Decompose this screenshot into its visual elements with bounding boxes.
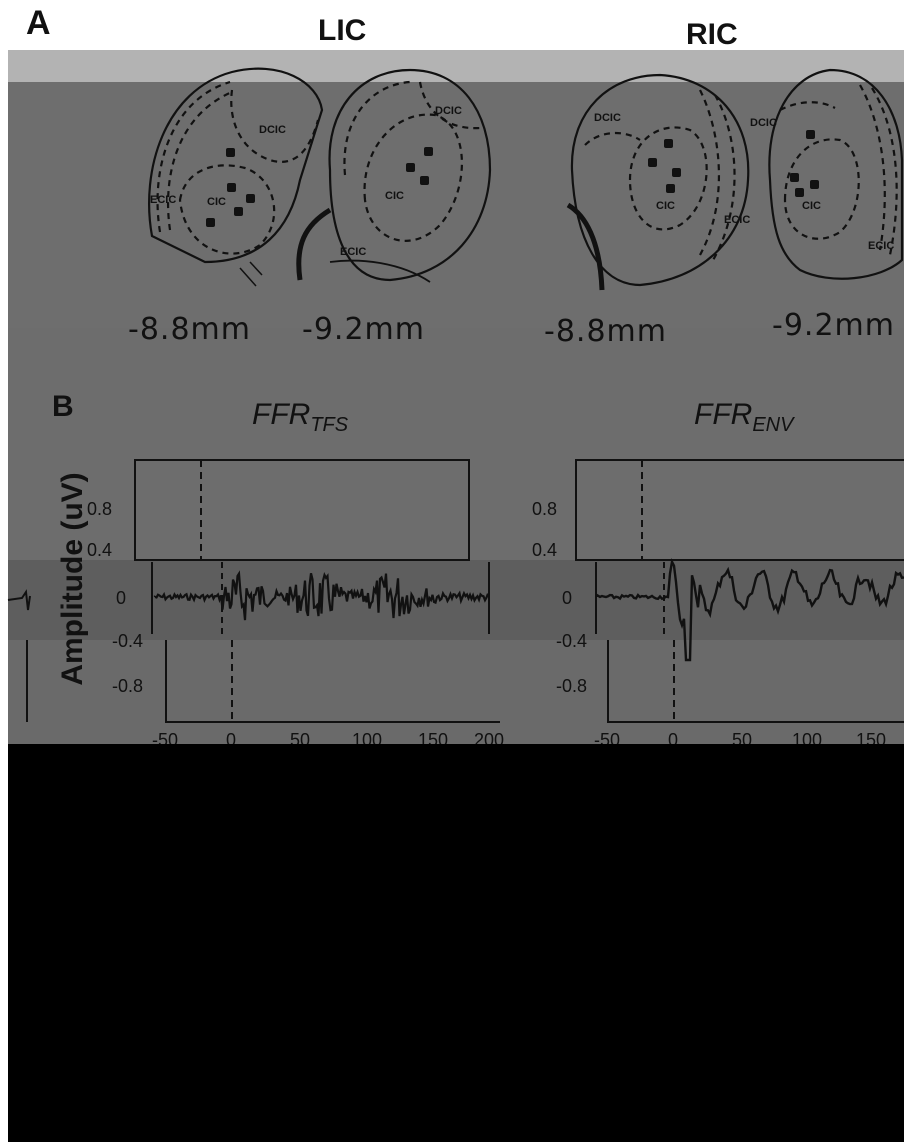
ffr-tfs-title-sub: TFS [310,414,349,436]
band-top-light [8,50,904,82]
tfs-ytick-0: 0 [116,588,127,608]
tfs-ytick-0.4: 0.4 [87,540,113,560]
tfs-ytick-neg0.4: -0.4 [112,631,144,651]
region-label-ecic-4: ECIC [868,240,895,252]
region-label-cic-4: CIC [802,200,821,212]
band-waveform [8,560,904,640]
tfs-ytick-neg0.8: -0.8 [112,676,144,696]
black-cover [8,744,904,1142]
region-label-ecic-1: ECIC [150,194,177,206]
band-depth-labels [8,328,904,560]
ffr-tfs-waveform [153,570,490,621]
env-ytick-0: 0 [562,588,573,608]
region-label-cic-3: CIC [656,200,675,212]
region-label-ecic-3: ECIC [724,214,751,226]
env-ytick-0.4: 0.4 [532,540,558,560]
env-ytick-neg0.4: -0.4 [556,631,588,651]
ffr-env-title-sub: ENV [752,414,794,436]
region-label-dcic-2: DCIC [435,105,462,117]
region-label-cic-2: CIC [385,190,404,202]
band-lower-plot [8,640,904,744]
lic-title: LIC [318,14,367,47]
env-xtick-0: 0 [668,730,679,750]
depth-label-2: -9.2mm [302,312,425,347]
ffr-tfs-title-main: FFR [252,398,311,431]
env-ytick-0.8: 0.8 [532,499,558,519]
ric-title: RIC [686,18,738,51]
ffr-tfs-title: FFRTFS [252,398,348,437]
depth-label-3: -8.8mm [544,314,667,349]
brain-sections-figure [148,67,904,291]
region-label-ecic-2: ECIC [340,246,367,258]
ffr-plots [7,459,904,723]
tfs-ytick-0.8: 0.8 [87,499,113,519]
ffr-env-waveform [596,558,904,662]
depth-label-4: -9.2mm [772,308,895,343]
region-label-dcic-3: DCIC [594,112,621,124]
ffr-env-title: FFRENV [694,398,793,437]
panel-b-letter: B [52,390,74,423]
env-ytick-neg0.8: -0.8 [556,676,588,696]
ffr-env-title-main: FFR [694,398,753,431]
region-label-cic-1: CIC [207,196,226,208]
panel-a-letter: A [26,4,51,42]
region-label-dcic-1: DCIC [259,124,286,136]
tfs-xtick-0: 0 [226,730,237,750]
region-label-dcic-4: DCIC [750,117,777,129]
depth-label-1: -8.8mm [128,312,251,347]
